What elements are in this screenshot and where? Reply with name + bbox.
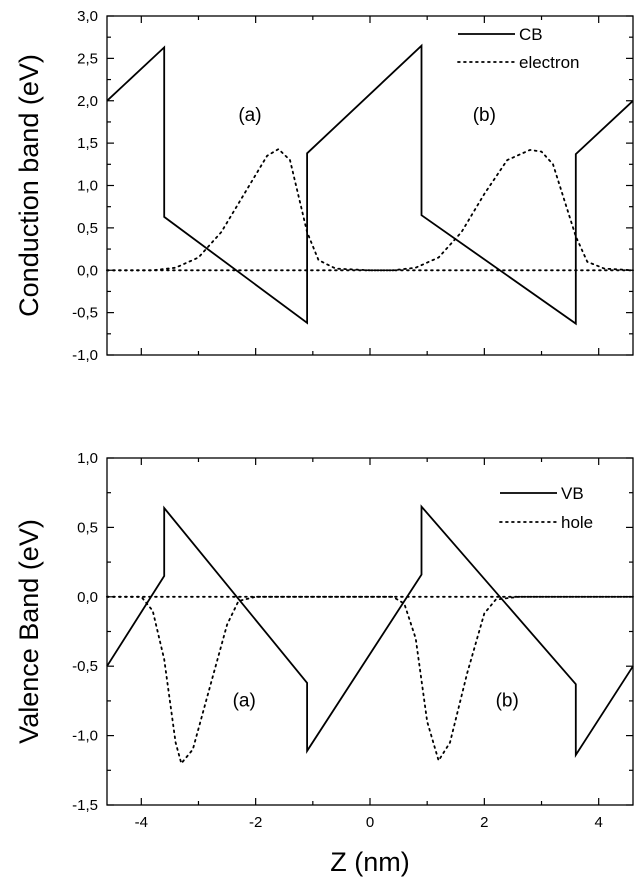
y-tick-label: 1,5 [77, 135, 98, 152]
plot-frame [106, 457, 634, 806]
x-tick-label: 0 [366, 814, 374, 831]
y-axis-label: Valence Band (eV) [14, 519, 44, 744]
y-tick-label: 0,0 [77, 262, 98, 279]
chart-panel-1: -1,0 -0,5 0,0 0,5 1,0 1,5 2,0 2,5 3,0 Conduction … [14, 8, 634, 364]
y-tick-label: 0,5 [77, 519, 98, 536]
legend-label: electron [519, 53, 579, 72]
x-axis-label: Z (nm) [330, 847, 409, 877]
x-tick-label: 2 [480, 814, 488, 831]
panel-annotation: (a) [238, 105, 261, 126]
y-axis-label: Conduction band (eV) [14, 54, 44, 317]
y-tick-label: 2,5 [77, 50, 98, 67]
series-hole-line [106, 595, 634, 766]
y-tick-label: 1,0 [77, 450, 98, 467]
legend-label: hole [561, 513, 593, 532]
panel-annotation: (b) [496, 690, 519, 711]
series-cb-line [106, 43, 634, 326]
y-tick-label: -1,5 [72, 797, 98, 814]
series-vb-line [106, 504, 634, 759]
y-tick-label: 3,0 [77, 8, 98, 25]
panel-annotation: (b) [473, 105, 496, 126]
y-tick-label: -1,0 [72, 728, 98, 745]
legend-label: CB [519, 25, 543, 44]
y-tick-label: 1,0 [77, 178, 98, 195]
y-tick-label: 2,0 [77, 93, 98, 110]
x-tick-label: 4 [595, 814, 603, 831]
x-tick-label: -4 [135, 814, 148, 831]
panel-annotation: (a) [233, 690, 256, 711]
y-tick-label: -1,0 [72, 347, 98, 364]
legend-label: VB [561, 484, 584, 503]
x-tick-label: -2 [249, 814, 262, 831]
y-tick-label: 0,5 [77, 220, 98, 237]
y-tick-label: 0,0 [77, 589, 98, 606]
y-tick-label: -0,5 [72, 305, 98, 322]
series-electron-line [106, 147, 634, 272]
chart-panel-2: -1,5 -1,0 -0,5 0,0 0,5 1,0 -4 -2 0 2 4 Valence Band… [14, 450, 634, 877]
y-tick-label: -0,5 [72, 658, 98, 675]
